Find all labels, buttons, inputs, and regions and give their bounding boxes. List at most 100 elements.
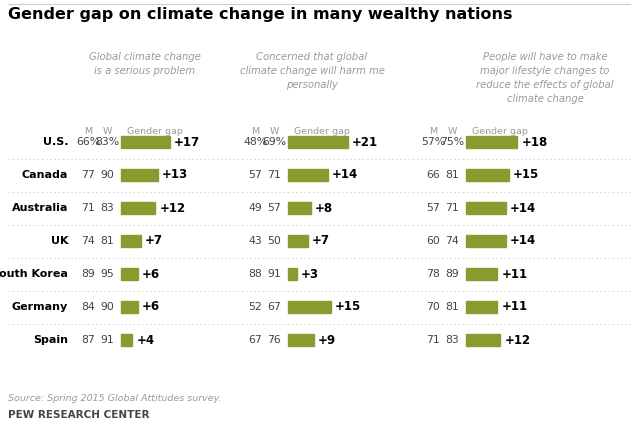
Text: Gender gap: Gender gap: [472, 127, 528, 136]
Text: 70: 70: [426, 302, 440, 312]
Text: +3: +3: [301, 268, 319, 281]
Text: 74: 74: [445, 236, 459, 246]
Text: 84: 84: [81, 302, 95, 312]
Text: Gender gap: Gender gap: [127, 127, 183, 136]
Text: +18: +18: [522, 135, 548, 149]
Text: 66%: 66%: [76, 137, 100, 147]
Text: 83: 83: [100, 203, 114, 213]
Bar: [121, 334, 132, 346]
Text: 43: 43: [248, 236, 262, 246]
Text: +21: +21: [352, 135, 378, 149]
Text: 91: 91: [267, 269, 281, 279]
Text: Concerned that global
climate change will harm me
personally: Concerned that global climate change wil…: [239, 52, 385, 90]
Bar: [121, 136, 170, 148]
Bar: [121, 202, 156, 214]
Text: +9: +9: [317, 333, 336, 346]
Text: 87: 87: [81, 335, 95, 345]
Bar: [466, 301, 497, 313]
Text: People will have to make
major lifestyle changes to
reduce the effects of global: People will have to make major lifestyle…: [476, 52, 614, 104]
Text: M: M: [429, 127, 437, 136]
Text: 81: 81: [100, 236, 114, 246]
Bar: [288, 235, 308, 247]
Text: 67: 67: [267, 302, 281, 312]
Text: UK: UK: [51, 236, 68, 246]
Text: 57: 57: [426, 203, 440, 213]
Text: 81: 81: [445, 170, 459, 180]
Text: 71: 71: [267, 170, 281, 180]
Text: 75%: 75%: [440, 137, 464, 147]
Bar: [288, 169, 328, 181]
Text: 76: 76: [267, 335, 281, 345]
Text: 88: 88: [248, 269, 262, 279]
Text: +6: +6: [142, 268, 160, 281]
Text: 66: 66: [426, 170, 440, 180]
Bar: [466, 235, 506, 247]
Text: +11: +11: [501, 268, 527, 281]
Text: 91: 91: [100, 335, 114, 345]
Bar: [466, 202, 506, 214]
Text: U.S.: U.S.: [42, 137, 68, 147]
Text: 67: 67: [248, 335, 262, 345]
Text: Spain: Spain: [33, 335, 68, 345]
Text: 71: 71: [81, 203, 95, 213]
Text: +14: +14: [332, 168, 358, 181]
Text: 90: 90: [100, 302, 114, 312]
Text: +11: +11: [501, 300, 527, 314]
Text: 71: 71: [426, 335, 440, 345]
Text: 89: 89: [445, 269, 459, 279]
Text: Gender gap on climate change in many wealthy nations: Gender gap on climate change in many wea…: [8, 7, 513, 22]
Text: +17: +17: [173, 135, 200, 149]
Text: +7: +7: [145, 235, 163, 247]
Text: +14: +14: [510, 201, 536, 214]
Text: Source: Spring 2015 Global Attitudes survey.: Source: Spring 2015 Global Attitudes sur…: [8, 394, 221, 403]
Text: Germany: Germany: [12, 302, 68, 312]
Text: South Korea: South Korea: [0, 269, 68, 279]
Text: 90: 90: [100, 170, 114, 180]
Text: 69%: 69%: [262, 137, 286, 147]
Text: 57: 57: [267, 203, 281, 213]
Bar: [121, 235, 141, 247]
Text: 83%: 83%: [95, 137, 119, 147]
Text: 57: 57: [248, 170, 262, 180]
Bar: [288, 136, 348, 148]
Text: W: W: [102, 127, 112, 136]
Text: +13: +13: [162, 168, 188, 181]
Text: Australia: Australia: [12, 203, 68, 213]
Text: +7: +7: [312, 235, 330, 247]
Bar: [121, 169, 158, 181]
Text: PEW RESEARCH CENTER: PEW RESEARCH CENTER: [8, 410, 150, 420]
Text: +14: +14: [510, 235, 536, 247]
Bar: [288, 268, 296, 280]
Text: M: M: [251, 127, 259, 136]
Text: 48%: 48%: [243, 137, 267, 147]
Text: +4: +4: [136, 333, 154, 346]
Text: 77: 77: [81, 170, 95, 180]
Text: W: W: [447, 127, 457, 136]
Text: M: M: [84, 127, 92, 136]
Text: 81: 81: [445, 302, 459, 312]
Bar: [121, 301, 138, 313]
Text: 57%: 57%: [421, 137, 445, 147]
Text: 49: 49: [248, 203, 262, 213]
Bar: [466, 334, 500, 346]
Text: W: W: [269, 127, 278, 136]
Text: 83: 83: [445, 335, 459, 345]
Text: +12: +12: [159, 201, 186, 214]
Text: 50: 50: [267, 236, 281, 246]
Text: 74: 74: [81, 236, 95, 246]
Text: +6: +6: [142, 300, 160, 314]
Text: 60: 60: [426, 236, 440, 246]
Text: 95: 95: [100, 269, 114, 279]
Text: 78: 78: [426, 269, 440, 279]
Text: 52: 52: [248, 302, 262, 312]
Text: +8: +8: [315, 201, 333, 214]
Bar: [288, 334, 314, 346]
Text: 89: 89: [81, 269, 95, 279]
Text: +15: +15: [335, 300, 361, 314]
Bar: [466, 136, 517, 148]
Text: Gender gap: Gender gap: [294, 127, 350, 136]
Text: +12: +12: [504, 333, 531, 346]
Bar: [466, 169, 509, 181]
Text: Global climate change
is a serious problem: Global climate change is a serious probl…: [89, 52, 201, 76]
Text: +15: +15: [513, 168, 539, 181]
